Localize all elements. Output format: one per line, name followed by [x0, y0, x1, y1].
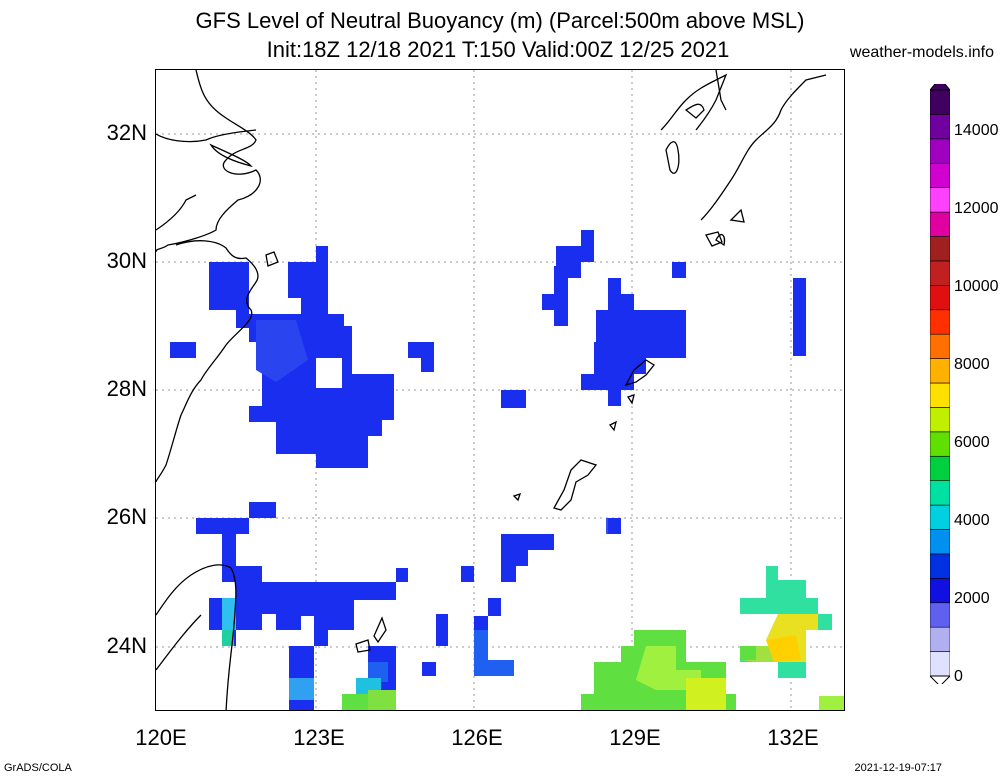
buoyancy-shading-southeast: [581, 566, 844, 710]
colorbar-box: [930, 211, 950, 237]
chart-subtitle: Init:18Z 12/18 2021 T:150 Valid:00Z 12/2…: [266, 37, 730, 62]
colorbar-box: [930, 309, 950, 335]
map-panel: [155, 69, 845, 711]
colorbar-box: [930, 260, 950, 286]
colorbar-box: [930, 187, 950, 213]
colorbar-label-4000: 4000: [954, 512, 990, 529]
colorbar-label-0: 0: [954, 668, 963, 685]
lon-label-129e: 129E: [609, 725, 661, 750]
buoyancy-shading-south: [196, 502, 621, 710]
colorbar-box: [930, 138, 950, 164]
colorbar-box: [930, 504, 950, 530]
colorbar-label-6000: 6000: [954, 434, 990, 451]
colorbar-box: [930, 602, 950, 628]
lon-label-123e: 123E: [293, 725, 345, 750]
colorbar-top-arrow: [930, 84, 950, 91]
chart-title: GFS Level of Neutral Buoyancy (m) (Parce…: [195, 8, 805, 33]
map-svg: [156, 70, 844, 710]
lat-label-24n: 24N: [106, 633, 147, 658]
colorbar-box: [930, 382, 950, 408]
colorbar-box: [930, 431, 950, 457]
colorbar-box: [930, 578, 950, 604]
colorbar-box: [930, 236, 950, 262]
site-credit: weather-models.info: [849, 44, 994, 61]
footer-timestamp: 2021-12-19-07:17: [854, 762, 942, 774]
colorbar-box: [930, 333, 950, 359]
lat-label-28n: 28N: [106, 376, 147, 401]
colorbar-box: [930, 529, 950, 555]
colorbar-box: [930, 651, 950, 677]
colorbar-label-14000: 14000: [954, 122, 999, 139]
colorbar-box: [930, 285, 950, 311]
lat-label-30n: 30N: [106, 248, 147, 273]
colorbar-label-2000: 2000: [954, 590, 990, 607]
colorbar-box: [930, 480, 950, 506]
colorbar-box: [930, 114, 950, 140]
colorbar-box: [930, 407, 950, 433]
buoyancy-shading-north: [170, 230, 806, 534]
colorbar-box: [930, 358, 950, 384]
colorbar-box: [930, 89, 950, 115]
colorbar-box: [930, 162, 950, 188]
lat-label-32n: 32N: [106, 120, 147, 145]
lon-label-120e: 120E: [135, 725, 187, 750]
colorbar-label-12000: 12000: [954, 200, 999, 217]
colorbar-bottom-arrow: [930, 675, 950, 684]
colorbar-label-10000: 10000: [954, 278, 999, 295]
colorbar-label-8000: 8000: [954, 356, 990, 373]
colorbar-box: [930, 553, 950, 579]
footer-credit: GrADS/COLA: [4, 762, 72, 774]
lon-label-132e: 132E: [767, 725, 819, 750]
colorbar-box: [930, 626, 950, 652]
lon-label-126e: 126E: [451, 725, 503, 750]
colorbar: [930, 84, 950, 684]
colorbar-box: [930, 455, 950, 481]
lat-label-26n: 26N: [106, 504, 147, 529]
coastlines: [156, 70, 827, 710]
